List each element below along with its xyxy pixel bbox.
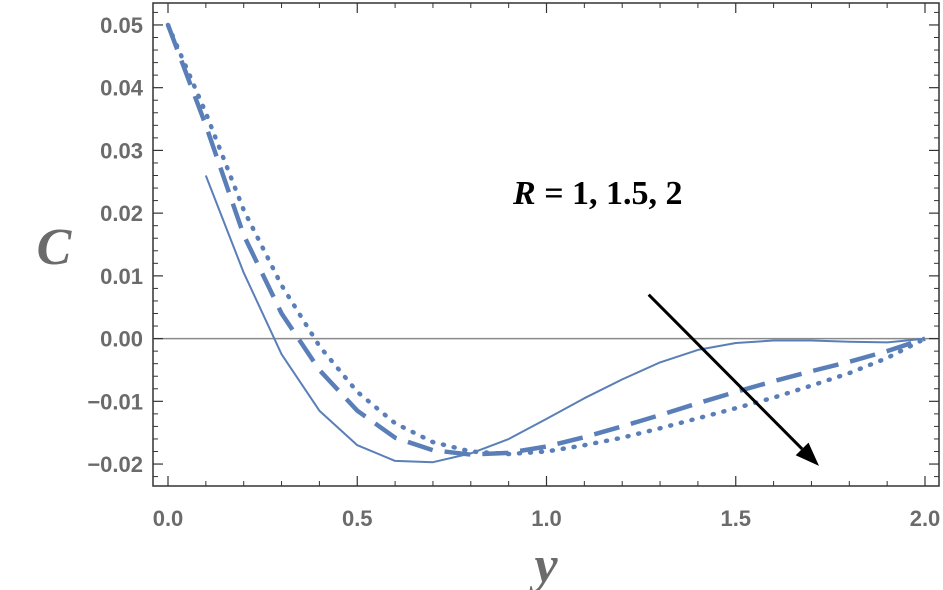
x-tick-label: 0.5 [342,506,373,531]
arrow-shaft [647,293,804,450]
x-tick-label: 1.5 [720,506,751,531]
series-line-dotted [165,22,928,457]
x-tick-label: 2.0 [910,506,941,531]
series-lines [165,22,928,464]
y-tick-label: −0.02 [87,452,143,477]
annotation-label: R = 1, 1.5, 2 [512,175,683,212]
x-axis-title: y [528,537,558,590]
y-axis-title: C [37,219,73,276]
x-tick-label: 1.0 [531,506,562,531]
y-tick-label: 0.01 [100,264,143,289]
annotation-r-symbol: R [512,175,536,212]
x-tick-label: 0.0 [153,506,184,531]
y-tick-label: 0.05 [100,13,143,38]
axis-ticks: 0.05 0.04 0.03 0.02 0.01 0.00 −0.01 −0.02 0.0 0.5… [87,3,940,531]
plot-frame [152,2,940,487]
annotation-values: = 1, 1.5, 2 [536,175,683,212]
arrow-head [795,442,819,466]
series-line-dashed [165,24,926,457]
series-line-solid [204,175,926,464]
y-tick-label: 0.02 [100,201,143,226]
y-tick-label: 0.03 [100,138,143,163]
trend-arrow [647,293,819,466]
y-tick-label: 0.00 [100,327,143,352]
y-tick-label: −0.01 [87,389,143,414]
y-tick-label: 0.04 [100,76,144,101]
